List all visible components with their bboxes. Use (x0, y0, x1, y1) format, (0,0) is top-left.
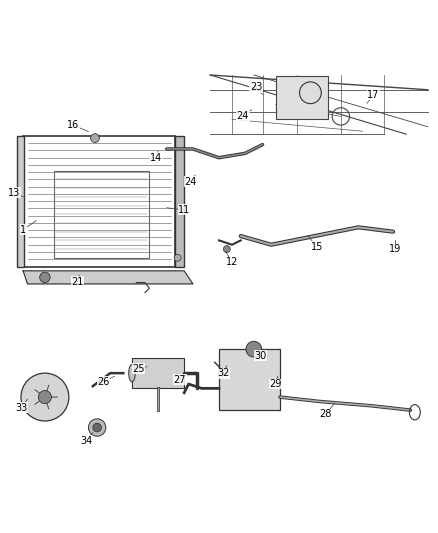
Text: 28: 28 (319, 409, 332, 419)
Text: 24: 24 (237, 111, 249, 122)
Circle shape (174, 254, 181, 261)
Text: 17: 17 (367, 90, 380, 100)
Polygon shape (23, 271, 193, 284)
Text: 33: 33 (15, 403, 27, 413)
Bar (219, 349, 280, 410)
Circle shape (91, 134, 99, 142)
FancyArrowPatch shape (46, 385, 49, 394)
Text: 13: 13 (8, 188, 21, 198)
FancyArrowPatch shape (35, 390, 42, 395)
Text: 16: 16 (67, 120, 79, 130)
Text: 19: 19 (389, 244, 401, 254)
FancyArrowPatch shape (35, 399, 42, 405)
Text: 1: 1 (20, 224, 26, 235)
Text: 32: 32 (217, 368, 230, 378)
Bar (53, 171, 149, 258)
Text: 27: 27 (173, 375, 186, 385)
Bar (176, 136, 184, 266)
Text: 14: 14 (150, 152, 162, 163)
Text: 15: 15 (311, 242, 323, 252)
Circle shape (88, 419, 106, 436)
Ellipse shape (129, 365, 135, 382)
Circle shape (246, 341, 261, 357)
FancyArrowPatch shape (46, 400, 49, 409)
Text: 30: 30 (254, 351, 266, 361)
Circle shape (21, 373, 69, 421)
Circle shape (300, 82, 321, 103)
Circle shape (223, 246, 230, 253)
Circle shape (93, 423, 102, 432)
Bar (23, 136, 176, 266)
Text: 11: 11 (178, 205, 190, 215)
Text: 12: 12 (226, 257, 238, 267)
Text: 25: 25 (132, 364, 145, 374)
Bar (276, 76, 328, 119)
Bar (132, 358, 184, 389)
Circle shape (40, 272, 50, 282)
Text: 26: 26 (98, 377, 110, 387)
Text: 29: 29 (269, 379, 282, 389)
Text: 34: 34 (80, 435, 92, 446)
Text: 23: 23 (250, 82, 262, 92)
Circle shape (39, 391, 51, 403)
Text: 21: 21 (71, 277, 84, 287)
Bar (17, 136, 25, 266)
Text: 24: 24 (184, 176, 197, 187)
